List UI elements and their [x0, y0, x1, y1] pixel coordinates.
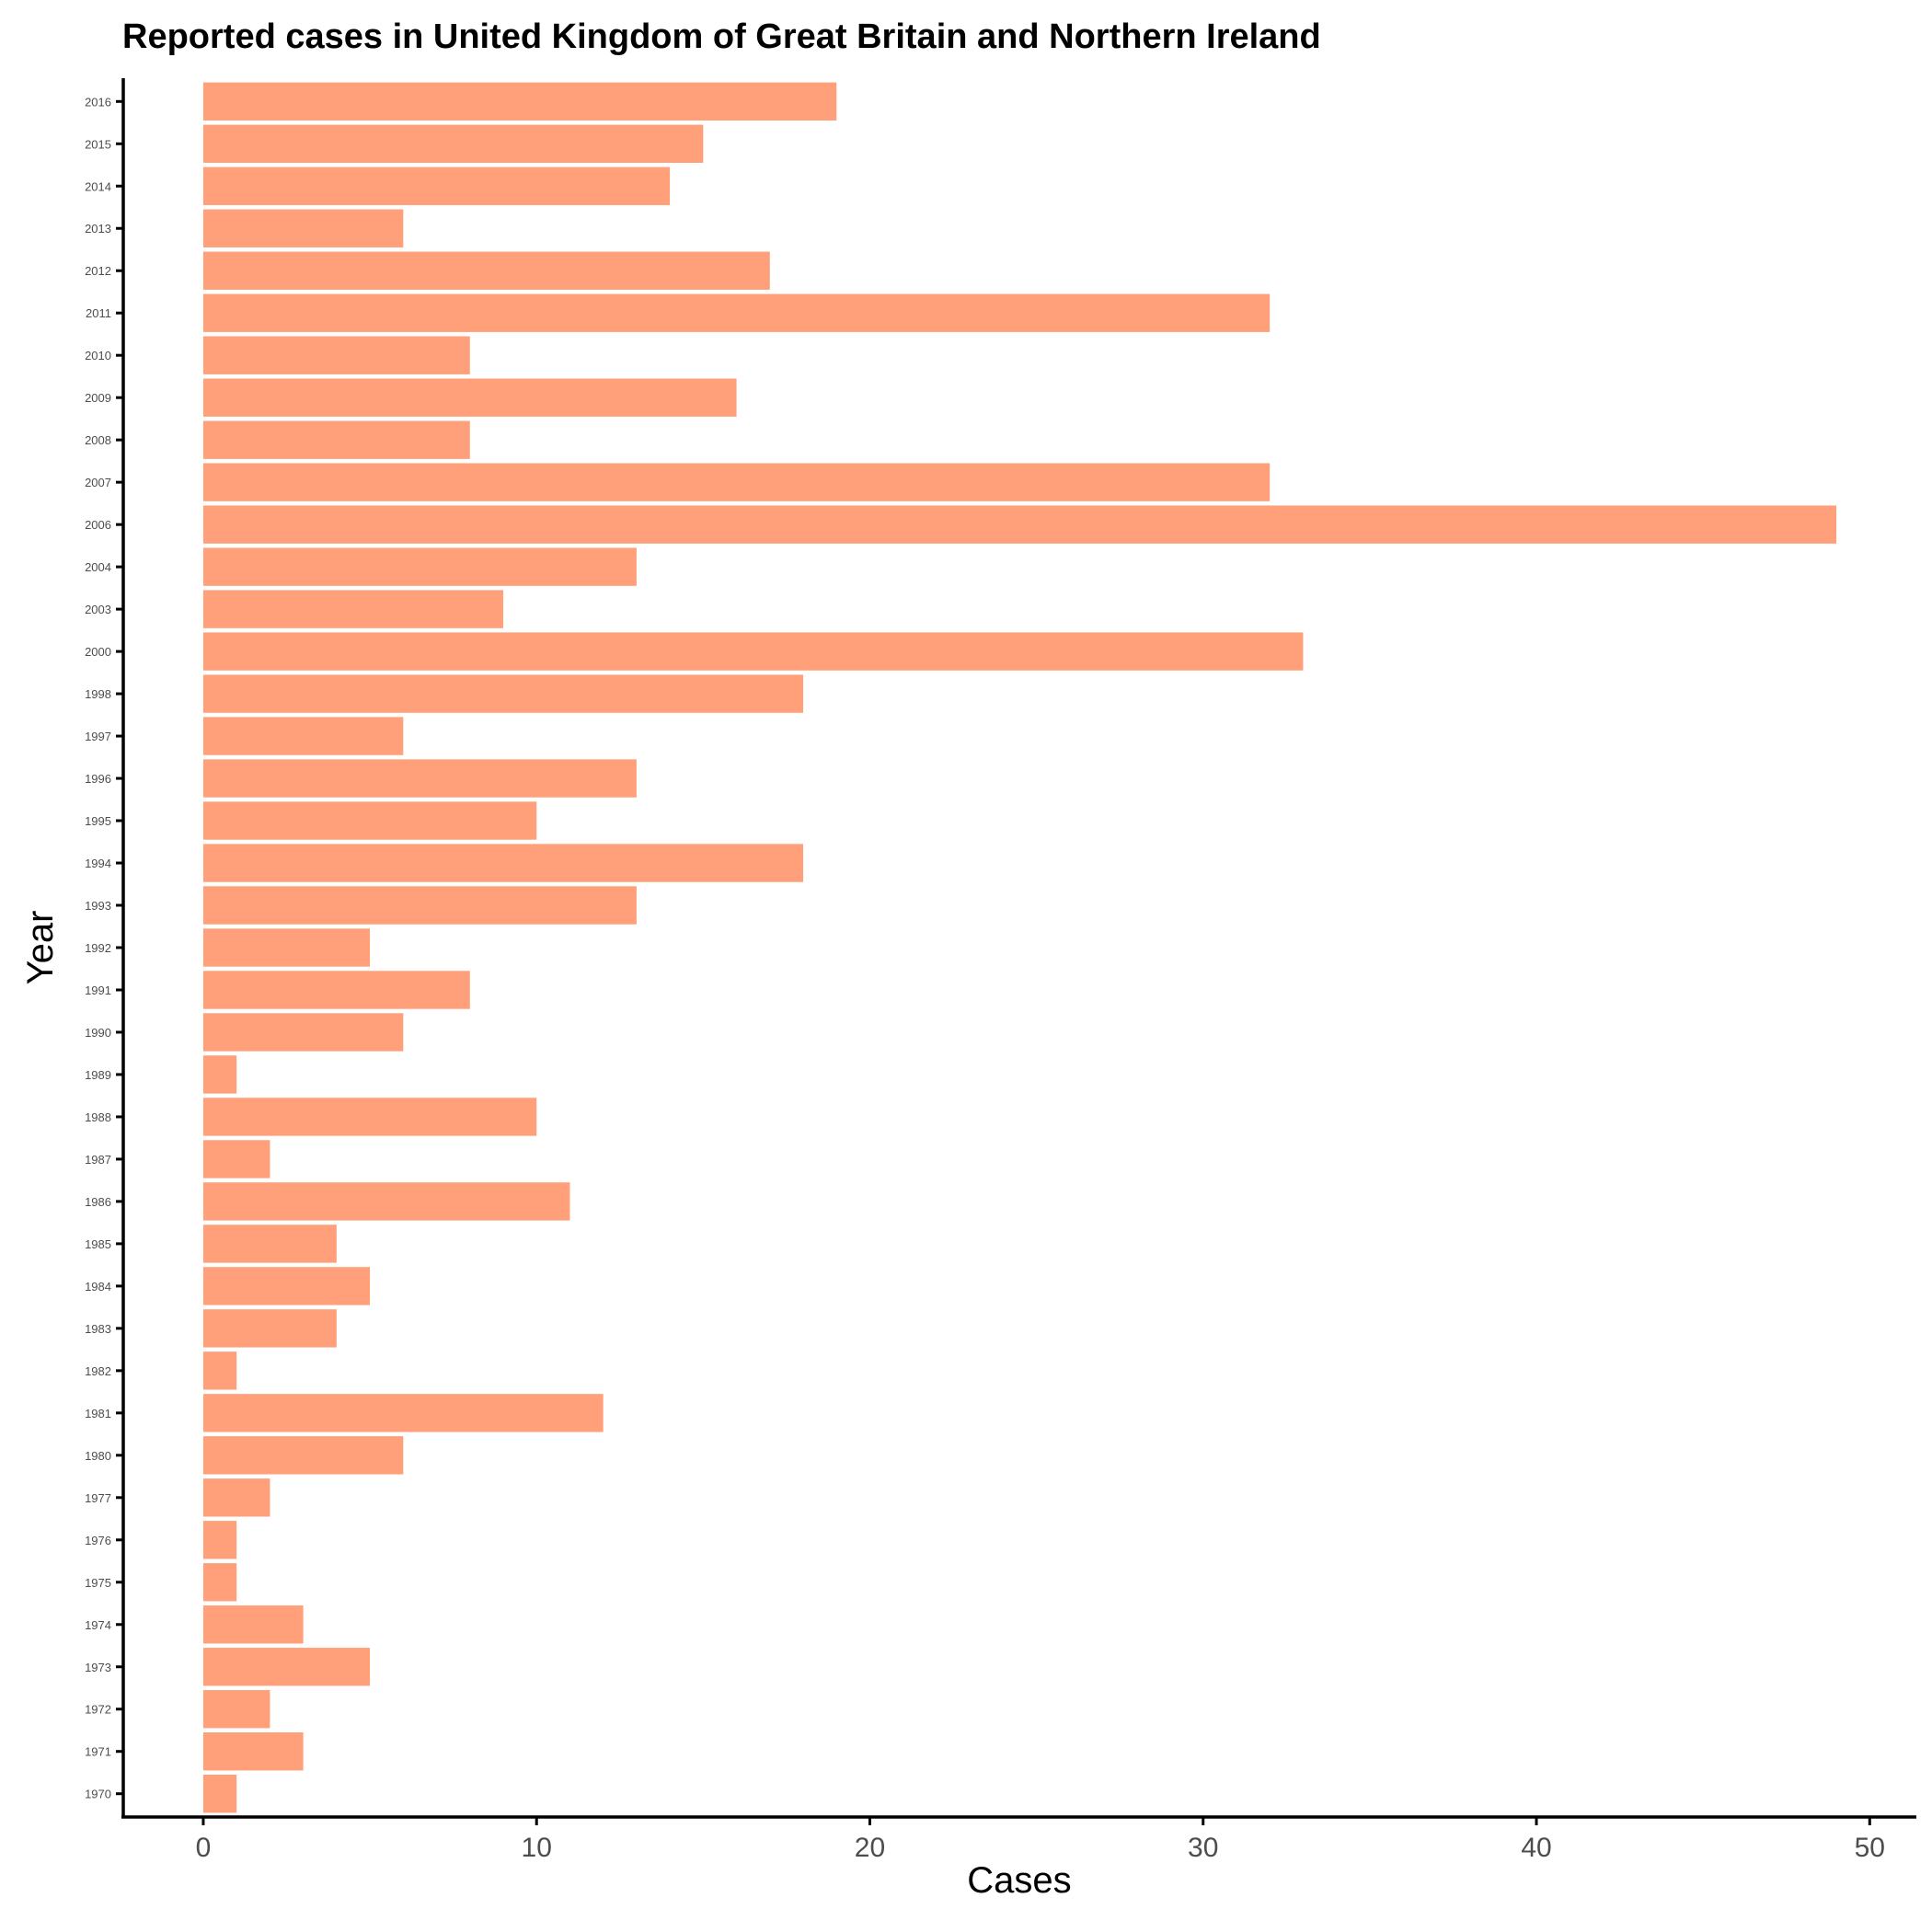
- y-tick-label-1982: 1982: [85, 1364, 111, 1378]
- bar-2016: [202, 82, 837, 121]
- y-tick-label-2003: 2003: [85, 603, 111, 616]
- bar-2013: [202, 209, 404, 247]
- bar-1987: [202, 1140, 270, 1179]
- bar-1995: [202, 801, 537, 840]
- y-axis-title: Year: [20, 911, 61, 985]
- y-tick-label-1995: 1995: [85, 814, 111, 828]
- y-tick-label-2009: 2009: [85, 391, 111, 405]
- y-tick-label-2007: 2007: [85, 476, 111, 489]
- bar-1986: [202, 1182, 570, 1221]
- y-tick-label-1990: 1990: [85, 1026, 111, 1040]
- y-tick-label-1998: 1998: [85, 687, 111, 701]
- bar-2011: [202, 293, 1271, 332]
- bar-1997: [202, 717, 404, 755]
- bar-1990: [202, 1013, 404, 1052]
- y-tick-label-1973: 1973: [85, 1661, 111, 1674]
- bar-1982: [202, 1351, 237, 1390]
- y-tick-label-1971: 1971: [85, 1745, 111, 1759]
- bar-2006: [202, 505, 1837, 544]
- y-tick-label-1986: 1986: [85, 1195, 111, 1209]
- y-tick-label-1991: 1991: [85, 983, 111, 997]
- y-tick-label-1993: 1993: [85, 899, 111, 913]
- y-tick-label-1987: 1987: [85, 1153, 111, 1167]
- y-tick-label-2008: 2008: [85, 433, 111, 447]
- bar-1996: [202, 759, 637, 798]
- x-axis-title: Cases: [967, 1860, 1071, 1901]
- bar-1984: [202, 1267, 371, 1305]
- bar-1991: [202, 971, 470, 1009]
- bar-2004: [202, 547, 637, 586]
- bars-group: [202, 82, 1837, 1813]
- x-tick-label-40: 40: [1521, 1833, 1551, 1863]
- bar-2012: [202, 251, 770, 290]
- y-tick-label-1994: 1994: [85, 857, 111, 870]
- bar-1976: [202, 1521, 237, 1559]
- bar-1994: [202, 844, 804, 882]
- bar-1975: [202, 1563, 237, 1602]
- bar-2003: [202, 590, 503, 628]
- y-tick-label-1977: 1977: [85, 1491, 111, 1505]
- y-tick-label-2014: 2014: [85, 179, 111, 193]
- bar-1973: [202, 1648, 371, 1686]
- y-tick-label-1976: 1976: [85, 1534, 111, 1547]
- bar-1998: [202, 674, 804, 713]
- x-axis-ticks: 0 10 20 30 40 50: [196, 1817, 1885, 1863]
- y-tick-label-1989: 1989: [85, 1068, 111, 1082]
- y-tick-label-1997: 1997: [85, 730, 111, 743]
- y-tick-label-1974: 1974: [85, 1618, 111, 1632]
- y-tick-label-1992: 1992: [85, 941, 111, 955]
- y-tick-label-1972: 1972: [85, 1703, 111, 1717]
- x-tick-label-50: 50: [1855, 1833, 1885, 1863]
- y-tick-label-2012: 2012: [85, 264, 111, 278]
- x-tick-label-20: 20: [855, 1833, 885, 1863]
- bar-1970: [202, 1775, 237, 1813]
- bar-2010: [202, 336, 470, 374]
- y-tick-label-1988: 1988: [85, 1110, 111, 1124]
- y-tick-label-2000: 2000: [85, 645, 111, 659]
- y-tick-label-2013: 2013: [85, 222, 111, 236]
- y-tick-label-2016: 2016: [85, 95, 111, 109]
- bar-1972: [202, 1690, 270, 1729]
- bar-2014: [202, 167, 671, 205]
- bar-2009: [202, 378, 737, 417]
- y-tick-label-1980: 1980: [85, 1449, 111, 1463]
- y-tick-label-2010: 2010: [85, 349, 111, 362]
- y-tick-label-1970: 1970: [85, 1788, 111, 1801]
- bar-1989: [202, 1055, 237, 1094]
- bar-1992: [202, 928, 371, 967]
- bar-1971: [202, 1732, 304, 1771]
- x-tick-label-30: 30: [1188, 1833, 1218, 1863]
- bar-1980: [202, 1436, 404, 1475]
- y-tick-label-1983: 1983: [85, 1322, 111, 1336]
- x-tick-label-10: 10: [522, 1833, 552, 1863]
- y-tick-label-1975: 1975: [85, 1576, 111, 1590]
- y-tick-label-2011: 2011: [86, 306, 111, 320]
- bar-1993: [202, 886, 637, 925]
- y-tick-label-2006: 2006: [85, 518, 111, 532]
- bar-1977: [202, 1478, 270, 1517]
- y-tick-label-1996: 1996: [85, 772, 111, 786]
- bar-2008: [202, 420, 470, 459]
- bar-1981: [202, 1394, 604, 1432]
- y-tick-label-2004: 2004: [85, 560, 111, 574]
- x-tick-label-0: 0: [196, 1833, 212, 1863]
- bar-2007: [202, 463, 1271, 501]
- y-tick-label-2015: 2015: [85, 137, 111, 151]
- bar-1988: [202, 1098, 537, 1136]
- y-axis-ticks: 1970 1971 1972 1973 1974 1975 1976 1977 1980 1981…: [85, 95, 123, 1801]
- y-tick-label-1985: 1985: [85, 1237, 111, 1251]
- y-tick-label-1984: 1984: [85, 1280, 111, 1294]
- bar-1974: [202, 1605, 304, 1644]
- bar-2015: [202, 124, 704, 163]
- bar-1983: [202, 1309, 337, 1348]
- chart-title: Reported cases in United Kingdom of Grea…: [122, 17, 1321, 56]
- bar-1985: [202, 1225, 337, 1263]
- y-tick-label-1981: 1981: [85, 1407, 111, 1420]
- bar-2000: [202, 632, 1304, 671]
